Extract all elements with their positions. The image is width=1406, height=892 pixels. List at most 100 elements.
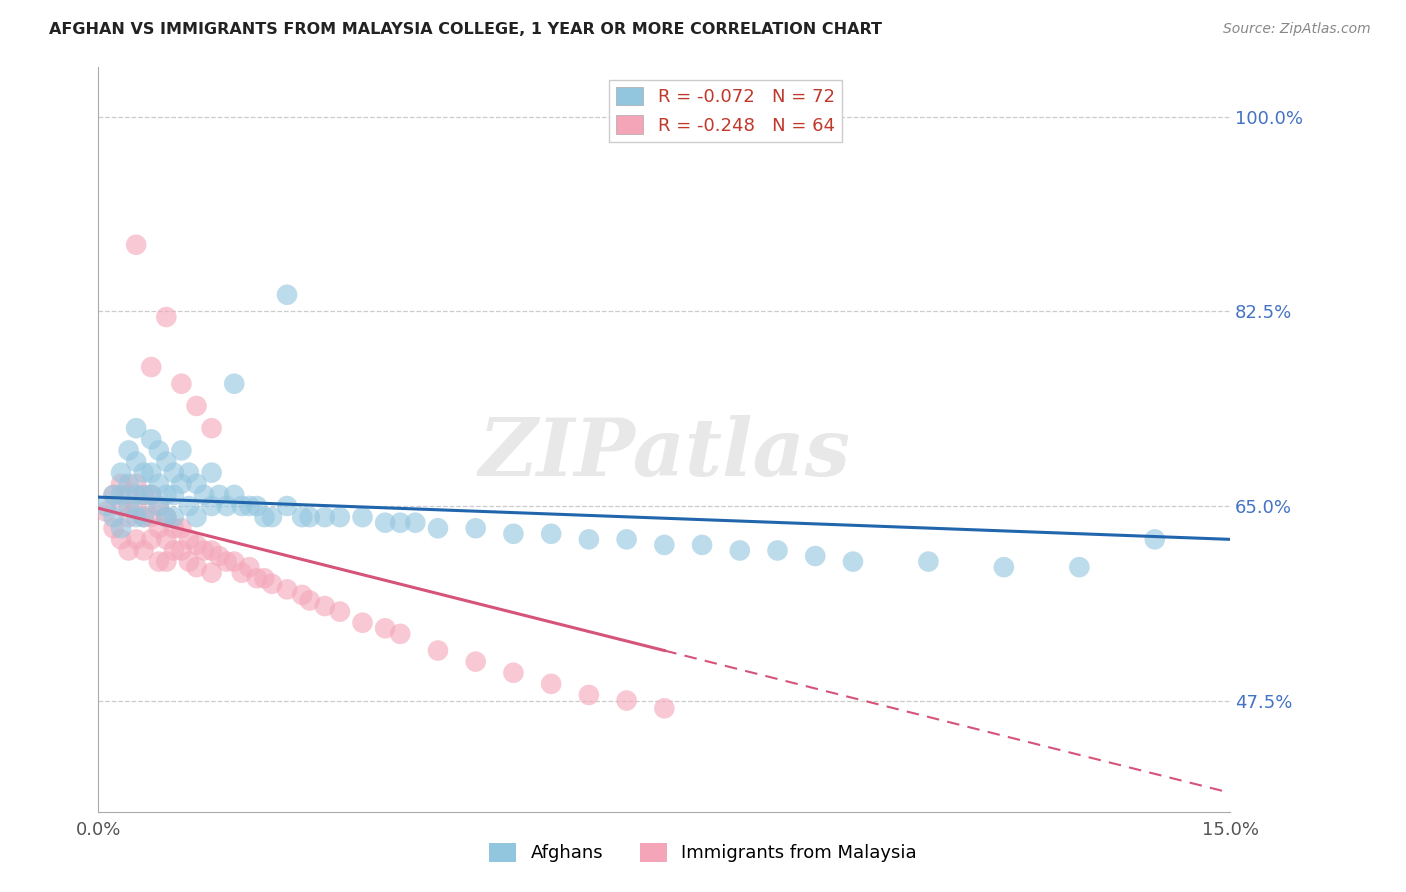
Point: [193, 543, 215, 558]
Point: [276, 287, 298, 301]
Point: [578, 533, 600, 547]
Point: [374, 621, 396, 635]
Point: [329, 510, 352, 524]
Point: [224, 376, 246, 391]
Point: [276, 499, 298, 513]
Point: [170, 376, 193, 391]
Point: [141, 466, 163, 480]
Point: [1143, 533, 1166, 547]
Point: [291, 588, 314, 602]
Point: [163, 510, 186, 524]
Point: [215, 499, 238, 513]
Point: [1069, 560, 1091, 574]
Point: [132, 466, 155, 480]
Point: [329, 605, 352, 619]
Point: [352, 615, 374, 630]
Point: [163, 466, 186, 480]
Point: [125, 237, 148, 252]
Point: [110, 466, 132, 480]
Text: AFGHAN VS IMMIGRANTS FROM MALAYSIA COLLEGE, 1 YEAR OR MORE CORRELATION CHART: AFGHAN VS IMMIGRANTS FROM MALAYSIA COLLE…: [49, 22, 882, 37]
Point: [125, 476, 148, 491]
Point: [117, 488, 139, 502]
Point: [238, 560, 260, 574]
Point: [132, 510, 155, 524]
Point: [148, 499, 170, 513]
Point: [186, 538, 208, 552]
Point: [314, 599, 336, 613]
Point: [155, 510, 177, 524]
Point: [103, 521, 125, 535]
Point: [404, 516, 426, 530]
Legend: R = -0.072   N = 72, R = -0.248   N = 64: R = -0.072 N = 72, R = -0.248 N = 64: [609, 79, 842, 142]
Point: [163, 521, 186, 535]
Point: [246, 571, 269, 585]
Point: [141, 359, 163, 374]
Point: [141, 510, 163, 524]
Point: [224, 555, 246, 569]
Point: [502, 526, 524, 541]
Point: [148, 521, 170, 535]
Point: [260, 577, 283, 591]
Point: [132, 543, 155, 558]
Point: [155, 310, 177, 324]
Point: [201, 566, 224, 580]
Point: [389, 627, 412, 641]
Point: [766, 543, 789, 558]
Point: [163, 488, 186, 502]
Point: [993, 560, 1015, 574]
Point: [94, 499, 117, 513]
Point: [141, 533, 163, 547]
Point: [374, 516, 396, 530]
Point: [125, 499, 148, 513]
Point: [186, 399, 208, 413]
Point: [155, 510, 177, 524]
Point: [193, 488, 215, 502]
Point: [177, 555, 200, 569]
Point: [177, 466, 200, 480]
Point: [427, 643, 450, 657]
Point: [117, 443, 139, 458]
Point: [231, 566, 253, 580]
Point: [103, 488, 125, 502]
Point: [253, 571, 276, 585]
Point: [208, 549, 231, 563]
Point: [215, 555, 238, 569]
Point: [253, 510, 276, 524]
Point: [238, 499, 260, 513]
Point: [177, 533, 200, 547]
Point: [201, 466, 224, 480]
Point: [155, 533, 177, 547]
Point: [540, 677, 562, 691]
Point: [276, 582, 298, 597]
Point: [616, 693, 638, 707]
Legend: Afghans, Immigrants from Malaysia: Afghans, Immigrants from Malaysia: [482, 836, 924, 870]
Text: ZIPatlas: ZIPatlas: [478, 416, 851, 493]
Point: [170, 543, 193, 558]
Point: [141, 433, 163, 447]
Point: [260, 510, 283, 524]
Point: [110, 488, 132, 502]
Point: [201, 421, 224, 435]
Point: [578, 688, 600, 702]
Point: [186, 560, 208, 574]
Point: [155, 488, 177, 502]
Point: [917, 555, 939, 569]
Point: [117, 476, 139, 491]
Point: [110, 533, 132, 547]
Point: [148, 443, 170, 458]
Point: [464, 521, 486, 535]
Point: [155, 555, 177, 569]
Point: [291, 510, 314, 524]
Point: [141, 488, 163, 502]
Point: [141, 488, 163, 502]
Point: [427, 521, 450, 535]
Point: [148, 555, 170, 569]
Point: [125, 533, 148, 547]
Point: [464, 655, 486, 669]
Point: [170, 521, 193, 535]
Point: [103, 488, 125, 502]
Point: [186, 476, 208, 491]
Point: [132, 488, 155, 502]
Point: [804, 549, 827, 563]
Point: [103, 510, 125, 524]
